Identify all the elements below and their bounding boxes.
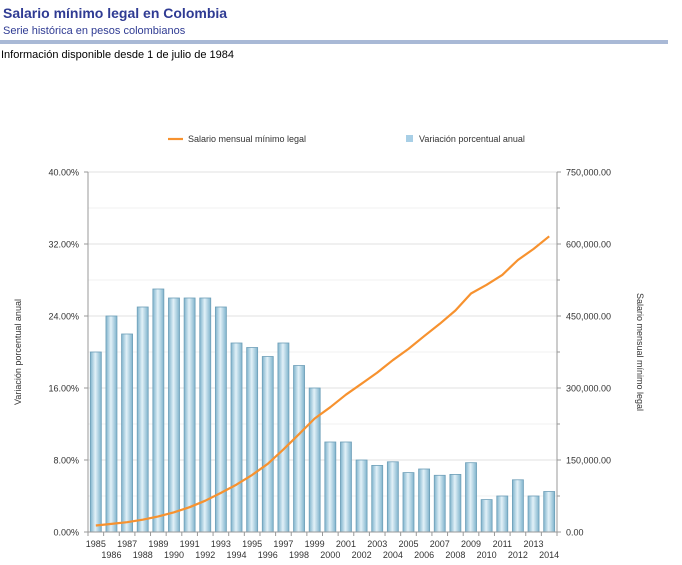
- bar-1987: [121, 333, 133, 533]
- left-tick-label: 32.00%: [48, 240, 79, 250]
- x-tick-label-2006: 2006: [414, 550, 434, 560]
- salary-line: [95, 235, 550, 527]
- x-tick-label-1989: 1989: [148, 539, 168, 549]
- bar-1998: [293, 365, 305, 533]
- left-tick-label: 16.00%: [48, 384, 79, 394]
- left-tick-label: 0.00%: [53, 528, 79, 538]
- x-tick-label-1994: 1994: [227, 550, 247, 560]
- bar-1994: [230, 342, 243, 533]
- x-tick-label-1987: 1987: [117, 539, 137, 549]
- x-tick-label-2005: 2005: [398, 539, 418, 549]
- x-tick-label-2014: 2014: [539, 550, 559, 560]
- bar-1995: [246, 347, 259, 533]
- x-tick-label-1990: 1990: [164, 550, 184, 560]
- left-axis-title: Variación porcentual anual: [13, 299, 23, 405]
- x-tick-label-2010: 2010: [477, 550, 497, 560]
- header-divider: [0, 40, 668, 44]
- axes: 0.00% 8.00% 16.00% 24.00% 32.00% 40.00% 0.00 15…: [13, 168, 645, 561]
- left-tick-label: 8.00%: [53, 456, 79, 466]
- bar-2001: [340, 441, 352, 533]
- bar-2004: [386, 461, 399, 533]
- x-tick-label-1998: 1998: [289, 550, 309, 560]
- x-tick-label-1995: 1995: [242, 539, 262, 549]
- right-tick-label: 300,000.00: [566, 384, 611, 394]
- bar-1989: [152, 288, 165, 533]
- right-tick-label: 150,000.00: [566, 456, 611, 466]
- x-tick-label-1993: 1993: [211, 539, 231, 549]
- bar-1985: [89, 351, 102, 533]
- x-tick-label-1991: 1991: [180, 539, 200, 549]
- x-tick-label-1997: 1997: [273, 539, 293, 549]
- legend: Salario mensual mínimo legal Variación po…: [168, 134, 525, 144]
- page-title: Salario mínimo legal en Colombia: [3, 5, 228, 21]
- right-tick-label: 450,000.00: [566, 312, 611, 322]
- x-tick-label-2013: 2013: [524, 539, 544, 549]
- bar-2013: [527, 495, 540, 533]
- right-axis-title: Salario mensual mínimo legal: [635, 293, 645, 411]
- x-tick-label-2000: 2000: [320, 550, 340, 560]
- x-tick-label-2012: 2012: [508, 550, 528, 560]
- x-tick-label-1988: 1988: [133, 550, 153, 560]
- bar-1997: [277, 342, 290, 533]
- x-tick-label-1986: 1986: [101, 550, 121, 560]
- x-tick-label-2002: 2002: [352, 550, 372, 560]
- bar-1986: [105, 315, 118, 533]
- right-tick-label: 600,000.00: [566, 240, 611, 250]
- bar-2008: [449, 473, 462, 533]
- bar-2011: [496, 495, 509, 533]
- x-tick-label-1999: 1999: [305, 539, 325, 549]
- legend-bar-swatch: [406, 135, 413, 142]
- legend-label-salary: Salario mensual mínimo legal: [188, 134, 306, 144]
- bar-2003: [371, 464, 384, 533]
- bar-2010: [480, 499, 493, 533]
- x-tick-label-2001: 2001: [336, 539, 356, 549]
- x-tick-label-2003: 2003: [367, 539, 387, 549]
- bar-1990: [168, 297, 180, 533]
- bar-2007: [433, 474, 446, 533]
- x-tick-label-1985: 1985: [86, 539, 106, 549]
- x-tick-label-2004: 2004: [383, 550, 403, 560]
- x-tick-label-1992: 1992: [195, 550, 215, 560]
- left-tick-label: 24.00%: [48, 312, 79, 322]
- x-tick-label-2007: 2007: [430, 539, 450, 549]
- bar-1999: [308, 387, 321, 533]
- bar-1996: [261, 356, 274, 533]
- x-tick-label-1996: 1996: [258, 550, 278, 560]
- right-tick-label: 750,000.00: [566, 168, 611, 178]
- legend-label-variation: Variación porcentual anual: [419, 134, 525, 144]
- x-tick-label-2008: 2008: [445, 550, 465, 560]
- bar-2000: [324, 441, 337, 533]
- bar-2009: [465, 462, 477, 533]
- bar-2014: [543, 491, 556, 533]
- line-series: [95, 235, 550, 527]
- bar-2002: [355, 459, 368, 533]
- bar-1993: [214, 306, 227, 533]
- left-tick-label: 40.00%: [48, 168, 79, 178]
- bar-2006: [418, 468, 431, 533]
- x-tick-label-2011: 2011: [493, 539, 512, 549]
- bar-2005: [402, 472, 415, 533]
- x-tick-label-2009: 2009: [461, 539, 481, 549]
- bar-2012: [512, 479, 524, 533]
- availability-note: Información disponible desde 1 de julio …: [1, 49, 234, 61]
- bar-1988: [136, 306, 149, 533]
- bar-1992: [199, 297, 212, 533]
- right-tick-label: 0.00: [566, 528, 584, 538]
- bar-1991: [183, 297, 196, 533]
- page-subtitle: Serie histórica en pesos colombianos: [3, 25, 186, 37]
